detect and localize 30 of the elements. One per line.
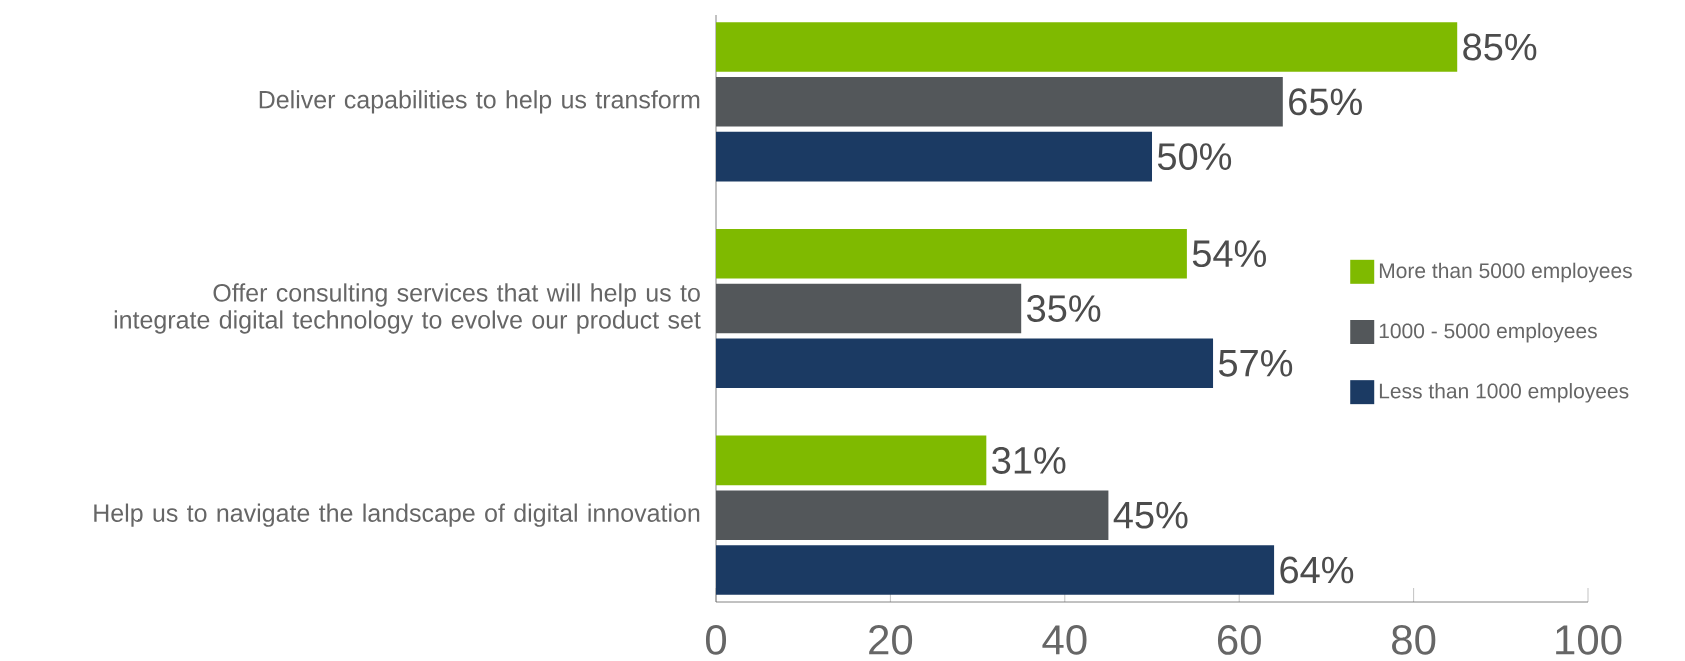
bar [716, 283, 1022, 334]
legend-label: 1000 - 5000 employees [1379, 322, 1597, 343]
x-tick-label: 0 [705, 625, 727, 655]
x-tick-label: 40 [1042, 625, 1087, 655]
bar [716, 490, 1109, 540]
bar [716, 131, 1153, 182]
data-label: 50% [1157, 143, 1232, 171]
data-label: 35% [1027, 295, 1101, 322]
bar [716, 228, 1187, 279]
bar [716, 338, 1214, 389]
data-label: 31% [992, 446, 1066, 474]
data-label: 65% [1289, 88, 1362, 116]
x-tick-label: 100 [1556, 625, 1622, 655]
data-label: 45% [1113, 501, 1188, 529]
data-label: 85% [1463, 33, 1537, 61]
legend-label: More than 5000 employees [1379, 262, 1632, 283]
data-label: 57% [1218, 349, 1293, 377]
x-tick-label: 60 [1217, 625, 1261, 655]
x-tick-label: 80 [1392, 625, 1436, 655]
y-tick-label: Help us to navigate the landscape of digital innovation [94, 503, 700, 527]
y-tick-label: Offer consulting services that will help us to integrate digital technology to evolve our product set [114, 283, 701, 334]
bar [716, 545, 1275, 595]
bar [716, 22, 1458, 72]
legend-label: Less than 1000 employees [1379, 383, 1629, 403]
x-tick-label: 20 [869, 625, 913, 655]
data-label: 54% [1192, 240, 1266, 268]
y-tick-label: Deliver capabilities to help us transform [259, 90, 700, 114]
bar [716, 77, 1283, 127]
data-label: 64% [1280, 556, 1354, 584]
bar [716, 435, 987, 486]
